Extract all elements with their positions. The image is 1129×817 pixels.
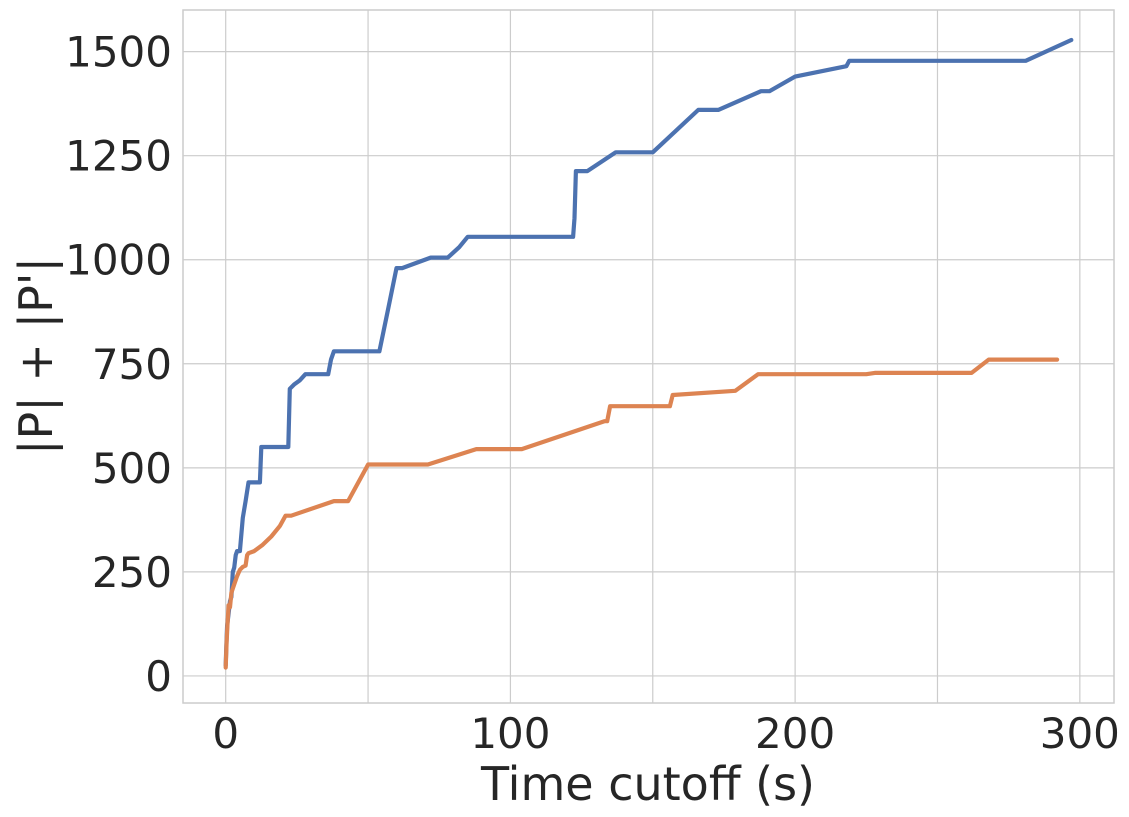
grid-layer	[183, 10, 1114, 703]
x-axis-label: Time cutoff (s)	[480, 757, 815, 811]
plot-frame	[182, 9, 1115, 704]
y-tick-label: 500	[92, 444, 172, 493]
x-tick-label: 200	[755, 709, 835, 758]
y-tick-label: 0	[145, 652, 172, 701]
y-tick-label: 750	[92, 340, 172, 389]
y-tick-label: 1500	[65, 28, 172, 77]
y-tick-label: 1000	[65, 236, 172, 285]
x-tick-label: 300	[1040, 709, 1120, 758]
y-tick-label: 250	[92, 548, 172, 597]
y-tick-label: 1250	[65, 132, 172, 181]
y-axis-label: |P| + |P'|	[9, 257, 64, 455]
series-line-2	[223, 357, 1060, 670]
x-tick-label: 0	[212, 709, 239, 758]
series-line-1	[223, 37, 1074, 668]
x-tick-label: 100	[470, 709, 550, 758]
series-layer	[223, 37, 1074, 670]
tick-label-layer: 0 100 200 300 0 250 500 750 1000 1250 1500	[65, 28, 1120, 758]
